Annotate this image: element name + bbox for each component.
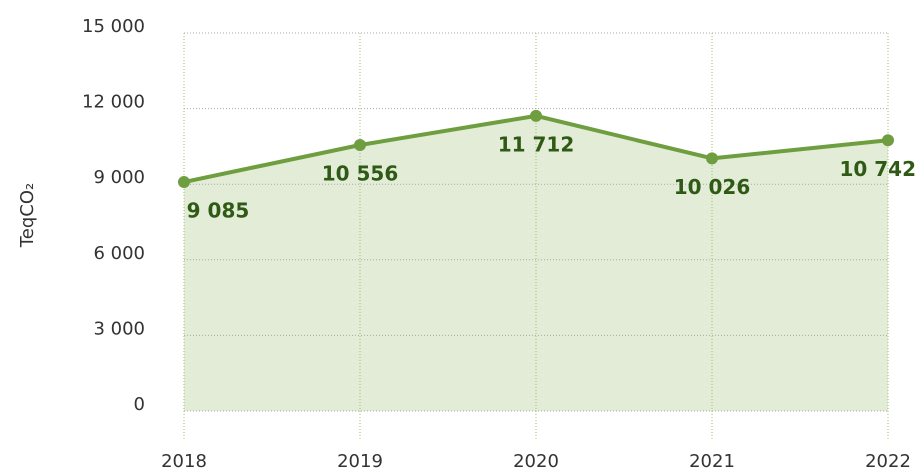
x-tick-label: 2020 [513, 451, 559, 472]
y-tick-label: 15 000 [82, 16, 145, 37]
marker [530, 109, 542, 122]
x-tick-label: 2021 [689, 451, 735, 472]
data-label: 10 742 [839, 157, 916, 181]
data-label: 10 556 [322, 161, 399, 185]
marker [178, 176, 190, 189]
marker [882, 134, 894, 147]
y-axis-label: TeqCO₂ [17, 183, 38, 248]
y-tick-label: 12 000 [82, 92, 145, 113]
x-tick-label: 2019 [337, 451, 383, 472]
y-tick-label: 9 000 [93, 167, 145, 188]
data-label: 9 085 [187, 199, 250, 223]
x-tick-label: 2018 [161, 451, 207, 472]
marker [706, 152, 718, 165]
y-tick-label: 3 000 [93, 318, 145, 339]
y-tick-label: 0 [134, 394, 145, 415]
y-tick-label: 6 000 [93, 243, 145, 264]
marker [354, 138, 366, 151]
data-label: 10 026 [674, 175, 751, 199]
x-tick-label: 2022 [865, 451, 911, 472]
data-label: 11 712 [498, 132, 575, 156]
